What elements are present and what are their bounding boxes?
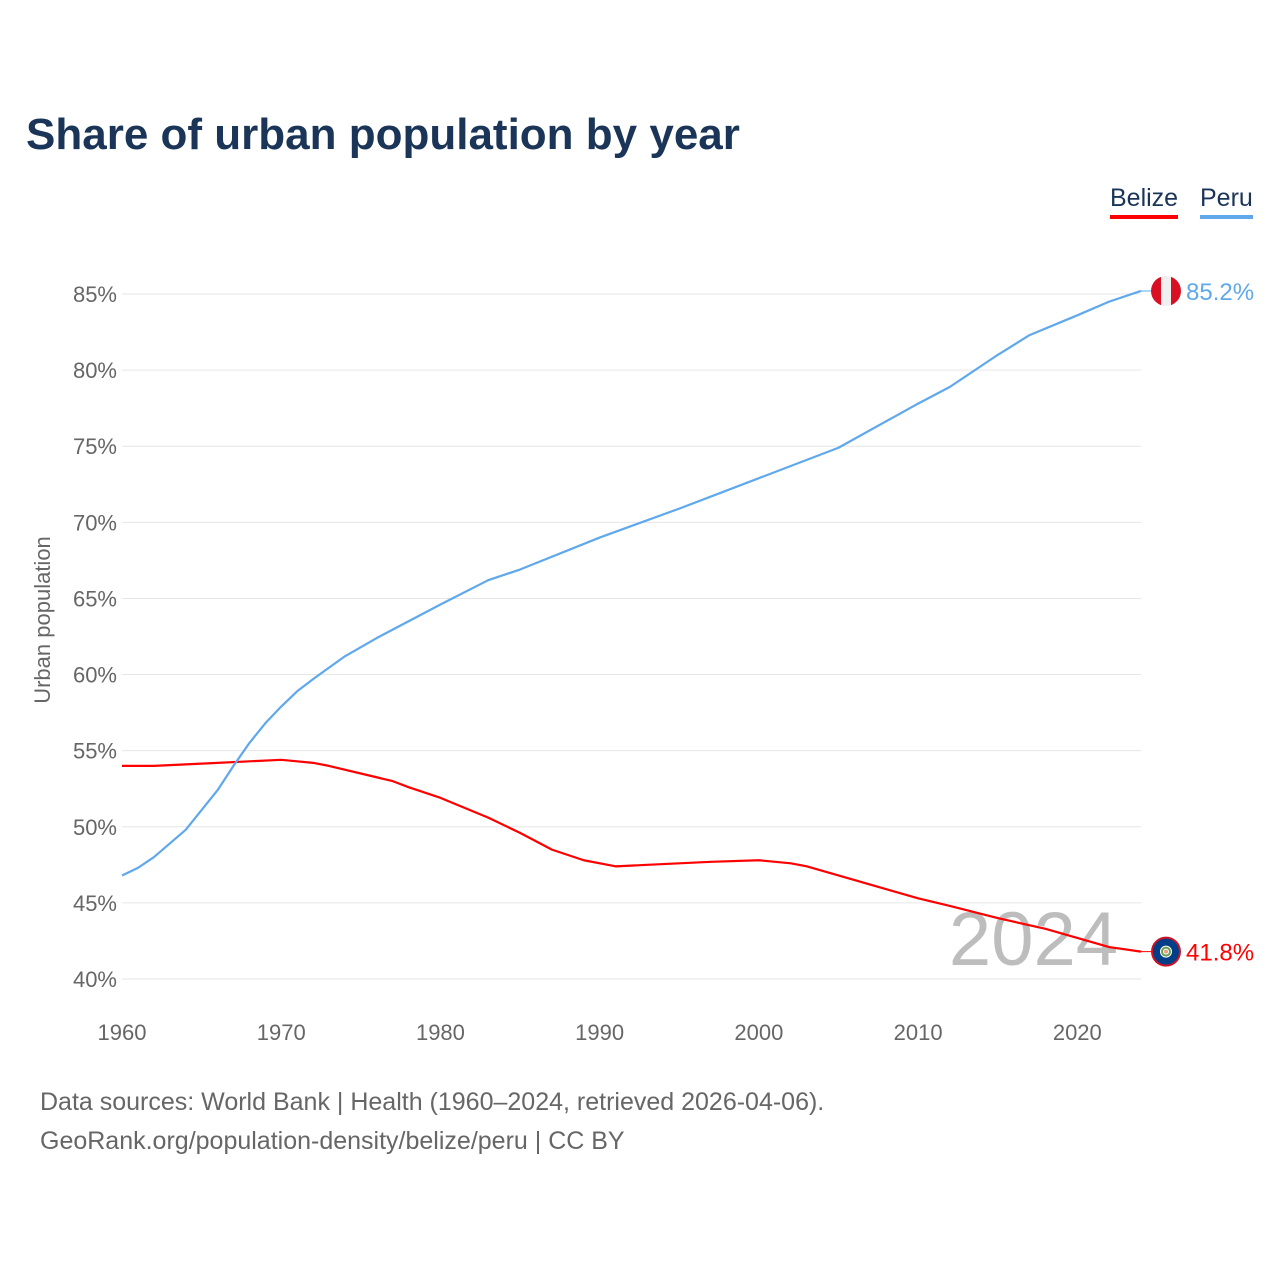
x-tick-label: 1980 (416, 1020, 465, 1045)
y-tick-label: 50% (73, 815, 117, 840)
x-tick-label: 1990 (575, 1020, 624, 1045)
x-tick-label: 1960 (98, 1020, 147, 1045)
data-source-text: Data sources: World Bank | Health (1960–… (40, 1088, 825, 1116)
y-tick-label: 80% (73, 358, 117, 383)
x-tick-label: 2020 (1053, 1020, 1102, 1045)
y-tick-label: 65% (73, 586, 117, 611)
y-tick-label: 70% (73, 510, 117, 535)
y-tick-label: 40% (73, 967, 117, 992)
peru-flag-icon (1151, 275, 1181, 306)
y-tick-label: 85% (73, 282, 117, 307)
x-tick-label: 1970 (257, 1020, 306, 1045)
legend-belize[interactable]: Belize (1110, 184, 1179, 219)
y-axis-label: Urban population (30, 536, 55, 704)
chart-title: Share of urban population by year (26, 110, 740, 159)
x-tick-label: 2000 (734, 1020, 783, 1045)
belize-flag-icon (1151, 936, 1181, 967)
y-tick-label: 60% (73, 663, 117, 688)
y-tick-label: 45% (73, 891, 117, 916)
y-tick-label: 75% (73, 434, 117, 459)
series-line-belize (122, 758, 1142, 953)
attribution-link[interactable]: GeoRank.org/population-density/belize/pe… (40, 1127, 625, 1155)
x-tick-label: 2010 (894, 1020, 943, 1045)
year-watermark: 2024 (949, 897, 1118, 982)
end-value-label-peru: 85.2% (1186, 279, 1254, 306)
y-tick-label: 55% (73, 739, 117, 764)
end-value-label-belize: 41.8% (1186, 940, 1254, 967)
legend-peru[interactable]: Peru (1200, 184, 1253, 219)
series-line-peru (121, 289, 1142, 877)
